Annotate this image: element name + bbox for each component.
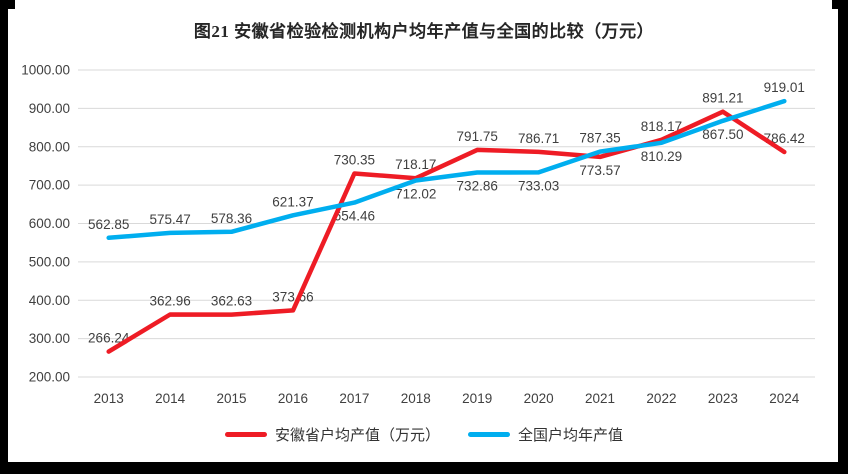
data-label-anhui: 891.21 — [702, 91, 743, 106]
x-axis-label: 2015 — [217, 391, 247, 406]
data-label-anhui: 730.35 — [334, 152, 375, 167]
series-line-anhui — [106, 109, 787, 354]
data-label-national: 654.46 — [334, 209, 375, 224]
data-label-national: 621.37 — [272, 194, 313, 209]
photo-edge-right — [838, 6, 848, 474]
data-label-anhui: 373.66 — [272, 289, 313, 304]
legend-item-anhui: 安徽省户均产值（万元） — [224, 424, 440, 445]
x-axis-label: 2016 — [278, 391, 308, 406]
photo-edge-top-left — [0, 0, 15, 9]
data-label-national: 787.35 — [579, 131, 620, 146]
data-label-anhui: 362.96 — [149, 293, 190, 308]
data-label-national: 578.36 — [211, 211, 252, 226]
series-line-national — [106, 98, 787, 241]
y-axis-tick-label: 300.00 — [29, 331, 70, 346]
data-label-anhui: 791.75 — [457, 129, 498, 144]
chart-title: 图21 安徽省检验检测机构户均年产值与全国的比较（万元） — [193, 22, 655, 41]
x-axis-label: 2019 — [462, 391, 492, 406]
chart-legend: 安徽省户均产值（万元） 全国户均年产值 — [0, 424, 848, 445]
data-label-national: 919.01 — [764, 80, 805, 95]
data-label-national: 733.03 — [518, 178, 559, 193]
x-axis-label: 2023 — [708, 391, 738, 406]
data-label-anhui: 818.17 — [641, 119, 682, 134]
x-axis-label: 2018 — [401, 391, 431, 406]
y-axis-tick-label: 900.00 — [29, 101, 70, 116]
data-label-national: 732.86 — [457, 179, 498, 194]
x-axis-label: 2021 — [585, 391, 615, 406]
legend-label-national: 全国户均年产值 — [518, 427, 624, 444]
y-axis-tick-label: 200.00 — [29, 370, 70, 385]
y-axis-tick-label: 500.00 — [29, 254, 70, 269]
x-axis-label: 2017 — [339, 391, 369, 406]
data-label-anhui: 773.57 — [579, 163, 620, 178]
legend-label-anhui: 安徽省户均产值（万元） — [274, 427, 440, 444]
data-label-anhui: 266.24 — [88, 331, 130, 346]
data-label-national: 712.02 — [395, 187, 436, 202]
photo-edge-top-right — [832, 0, 848, 9]
y-axis-tick-label: 800.00 — [29, 139, 70, 154]
photo-edge-bottom — [0, 462, 848, 474]
y-axis-tick-label: 1000.00 — [21, 63, 70, 78]
data-label-anhui: 718.17 — [395, 157, 436, 172]
x-axis-label: 2020 — [524, 391, 554, 406]
data-label-national: 575.47 — [149, 212, 190, 227]
data-label-national: 810.29 — [641, 149, 682, 164]
data-label-anhui: 786.71 — [518, 131, 559, 146]
data-label-national: 867.50 — [702, 127, 743, 142]
legend-line-swatch-red-icon — [224, 432, 267, 437]
y-axis-tick-label: 700.00 — [29, 178, 70, 193]
y-axis-tick-label: 600.00 — [29, 216, 70, 231]
x-axis-label: 2014 — [155, 391, 186, 406]
photo-edge-left — [0, 0, 8, 474]
data-label-national: 562.85 — [88, 217, 129, 232]
x-axis-label: 2024 — [769, 391, 800, 406]
data-label-anhui: 362.63 — [211, 294, 252, 309]
x-axis-label: 2022 — [646, 391, 676, 406]
y-axis-tick-label: 400.00 — [29, 293, 70, 308]
x-axis-label: 2013 — [94, 391, 124, 406]
legend-line-swatch-blue-icon — [468, 432, 510, 437]
data-label-anhui: 786.42 — [764, 131, 805, 146]
legend-item-national: 全国户均年产值 — [468, 424, 623, 445]
